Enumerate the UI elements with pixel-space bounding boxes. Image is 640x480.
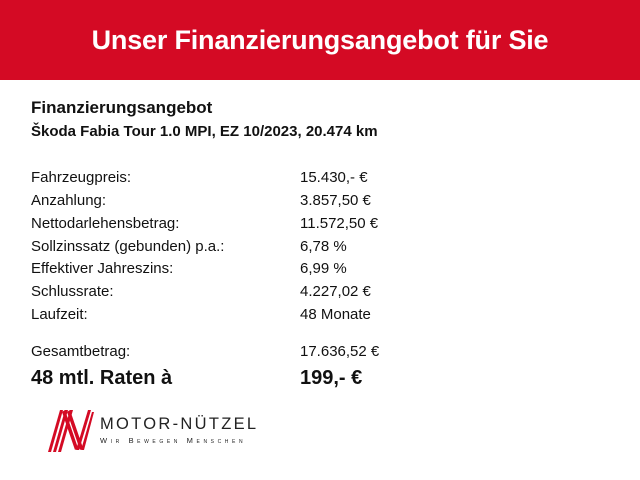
header-banner: Unser Finanzierungsangebot für Sie <box>0 0 640 80</box>
vehicle-info: Škoda Fabia Tour 1.0 MPI, EZ 10/2023, 20… <box>31 123 378 140</box>
logo-name: MOTOR-NÜTZEL <box>100 415 259 433</box>
row-value: 15.430,- € <box>300 169 368 186</box>
row-label: Effektiver Jahreszins: <box>31 260 174 277</box>
row-label: Anzahlung: <box>31 192 107 209</box>
row-label: Nettodarlehensbetrag: <box>31 215 180 232</box>
total-row: Gesamtbetrag: 17.636,52 € <box>31 343 611 363</box>
offer-row: Schlussrate: 4.227,02 € <box>31 283 611 303</box>
row-label: Laufzeit: <box>31 306 88 323</box>
offer-row: Nettodarlehensbetrag: 11.572,50 € <box>31 215 611 235</box>
logo-slogan: Wir Bewegen Menschen <box>100 436 247 445</box>
offer-row: Sollzinssatz (gebunden) p.a.: 6,78 % <box>31 238 611 258</box>
row-value: 48 Monate <box>300 306 371 323</box>
row-value: 11.572,50 € <box>300 215 379 232</box>
row-label: Schlussrate: <box>31 283 114 300</box>
row-value: 4.227,02 € <box>300 283 371 300</box>
page-title: Unser Finanzierungsangebot für Sie <box>91 24 549 55</box>
row-label: Fahrzeugpreis: <box>31 169 132 186</box>
motor-nuetzel-logo: MOTOR-NÜTZEL Wir Bewegen Menschen <box>48 408 258 452</box>
logo-n-icon <box>48 410 94 452</box>
rate-row: 48 mtl. Raten à 199,- € <box>31 367 611 393</box>
row-label: Sollzinssatz (gebunden) p.a.: <box>31 238 225 255</box>
rate-label: 48 mtl. Raten à <box>31 367 173 389</box>
offer-heading: Finanzierungsangebot <box>31 98 213 117</box>
row-value: 3.857,50 € <box>300 192 371 209</box>
offer-row: Anzahlung: 3.857,50 € <box>31 192 611 212</box>
offer-row: Laufzeit: 48 Monate <box>31 306 611 326</box>
total-label: Gesamtbetrag: <box>31 343 131 360</box>
total-value: 17.636,52 € <box>300 343 380 360</box>
row-value: 6,78 % <box>300 238 347 255</box>
rate-value: 199,- € <box>300 367 363 389</box>
offer-row: Fahrzeugpreis: 15.430,- € <box>31 169 611 189</box>
offer-row: Effektiver Jahreszins: 6,99 % <box>31 260 611 280</box>
row-value: 6,99 % <box>300 260 347 277</box>
